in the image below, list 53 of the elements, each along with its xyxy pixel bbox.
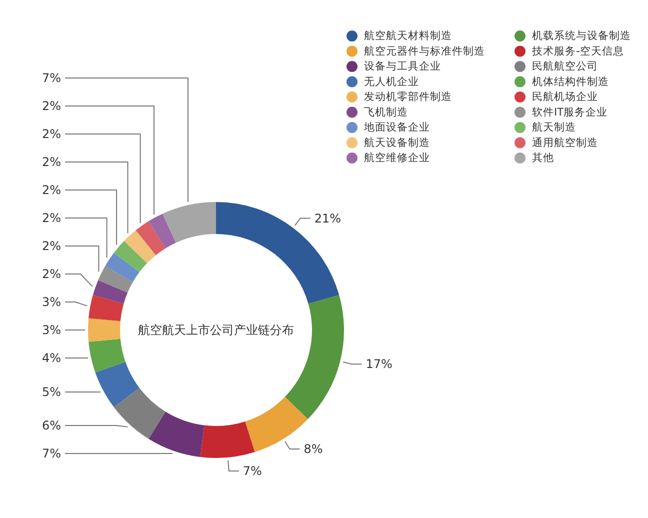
data-label: 5% xyxy=(42,384,61,399)
data-label: 3% xyxy=(42,295,61,309)
data-label: 4% xyxy=(42,351,61,366)
donut-slice xyxy=(92,280,128,304)
data-label: 7% xyxy=(242,464,262,478)
text: 航空航天上市公司产业链分布 xyxy=(138,323,294,337)
donut-slice xyxy=(200,421,255,458)
donut-slice xyxy=(148,412,204,458)
legend-label: 发动机零部件制造 xyxy=(364,90,452,103)
legend-label: 民航航空公司 xyxy=(532,60,598,72)
donut-slice xyxy=(114,240,148,272)
legend-label: 机载系统与设备制造 xyxy=(532,29,631,42)
data-label: 2% xyxy=(42,127,61,141)
legend-label: 软件IT服务企业 xyxy=(532,105,608,118)
data-label: 2% xyxy=(42,155,61,169)
donut-slice xyxy=(136,221,166,256)
legend-label: 设备与工具企业 xyxy=(364,60,441,72)
legend-label: 通用航空制造 xyxy=(532,136,598,149)
donut-slice xyxy=(88,294,124,322)
legend-label: 机体结构件制造 xyxy=(532,74,609,88)
data-label: 2% xyxy=(42,211,61,225)
data-label: 2% xyxy=(42,267,61,281)
legend-label: 无人机企业 xyxy=(364,74,419,88)
legend-label: 技术服务-空天信息 xyxy=(531,44,624,58)
data-label: 6% xyxy=(42,418,61,433)
legend-label: 航空维修企业 xyxy=(364,151,430,164)
donut-slice xyxy=(98,266,133,293)
data-label: 7% xyxy=(42,446,61,461)
donut-slice xyxy=(148,214,176,248)
legend-label: 航空航天材料制造 xyxy=(364,29,452,42)
data-label: 17% xyxy=(366,357,392,372)
legend-label: 民航机场企业 xyxy=(532,90,598,103)
legend-label: 其他 xyxy=(532,151,554,164)
data-label: 8% xyxy=(304,442,323,456)
data-label: 2% xyxy=(42,99,61,113)
donut-slice xyxy=(88,318,120,342)
donut-slice xyxy=(105,252,140,282)
donut-slice xyxy=(88,338,126,373)
donut-slice xyxy=(216,202,340,304)
data-label: 2% xyxy=(42,239,61,253)
legend-label: 航天设备制造 xyxy=(364,136,430,149)
donut-slice xyxy=(124,230,156,264)
donut-slice xyxy=(95,362,140,408)
legend-label: 飞机制造 xyxy=(364,105,408,118)
legend-label: 航空元器件与标准件制造 xyxy=(364,44,485,58)
data-label: 3% xyxy=(42,323,61,337)
legend-label: 地面设备企业 xyxy=(363,120,430,134)
data-label: 2% xyxy=(42,183,61,197)
data-label: 21% xyxy=(314,211,342,226)
data-label: 7% xyxy=(42,71,61,85)
donut-slice xyxy=(162,202,216,243)
legend-label: 航天制造 xyxy=(532,120,576,134)
donut-slice xyxy=(114,388,166,439)
